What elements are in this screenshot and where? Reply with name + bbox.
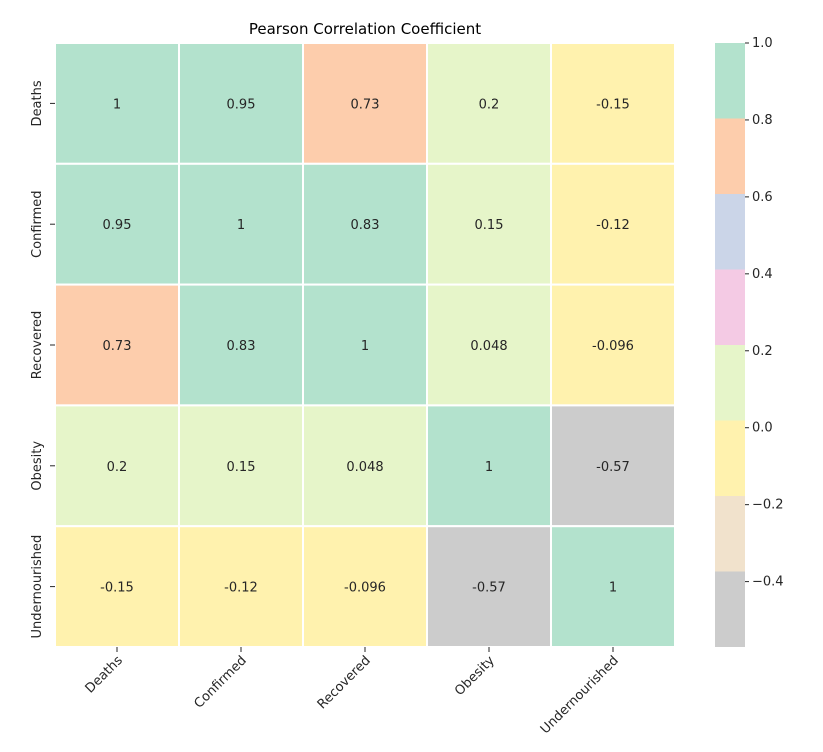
colorbar-tick-label: −0.2 [752, 498, 784, 513]
colorbar-tick-label: 0.2 [752, 344, 773, 359]
chart-title: Pearson Correlation Coefficient [249, 20, 481, 38]
y-tick-label: Deaths [30, 80, 45, 126]
colorbar-tick-label: 0.4 [752, 267, 773, 282]
y-tick-label: Recovered [30, 311, 45, 380]
x-tick-label: Obesity [452, 653, 498, 699]
x-tick-label: Undernourished [538, 653, 622, 737]
colorbar-segment [715, 118, 745, 194]
heatmap-cell-1-2 [302, 162, 428, 286]
x-tick-label: Deaths [83, 653, 126, 696]
cell-value-label: 0.15 [475, 218, 504, 233]
cell-value-label: 1 [609, 581, 617, 596]
heatmap-cell-3-2 [302, 404, 428, 528]
cell-value-label: 0.048 [346, 460, 383, 475]
cell-value-label: 0.2 [479, 97, 500, 112]
y-axis: Deaths Confirmed Recovered Obesity Undernour… [30, 80, 55, 638]
heatmap-cell-labels: 1 0.95 0.73 0.2 -0.15 0.95 1 0.83 0.15 -0.12 0.73 0… [100, 97, 634, 595]
cell-value-label: -0.57 [596, 460, 630, 475]
cell-value-label: 0.73 [103, 339, 132, 354]
colorbar-tick-label: 0.6 [752, 190, 773, 205]
cell-value-label: 0.95 [227, 97, 256, 112]
cell-value-label: 0.73 [351, 97, 380, 112]
cell-value-label: -0.12 [596, 218, 630, 233]
heatmap-cell-2-1 [178, 283, 304, 407]
colorbar-segment [715, 496, 745, 572]
cell-value-label: 0.2 [107, 460, 128, 475]
x-axis: Deaths Confirmed Recovered Obesity Undernour… [83, 647, 622, 737]
cell-value-label: 1 [485, 460, 493, 475]
cell-value-label: 0.95 [103, 218, 132, 233]
colorbar-segment [715, 571, 745, 647]
cell-value-label: -0.57 [472, 581, 506, 596]
colorbar-segment [715, 194, 745, 270]
cell-value-label: 1 [361, 339, 369, 354]
colorbar-tick-label: −0.4 [752, 575, 784, 590]
colorbar-tick-label: 0.8 [752, 113, 773, 128]
cell-value-label: -0.15 [596, 97, 630, 112]
colorbar-segment [715, 269, 745, 345]
colorbar-tick-label: 0.0 [752, 421, 773, 436]
y-tick-label: Confirmed [30, 190, 45, 258]
colorbar-segment [715, 420, 745, 496]
cell-value-label: -0.096 [592, 339, 634, 354]
cell-value-label: -0.096 [344, 581, 386, 596]
heatmap-cell-0-0 [54, 42, 180, 165]
cell-value-label: 0.83 [227, 339, 256, 354]
cell-value-label: 1 [237, 218, 245, 233]
heatmap-cells [54, 42, 676, 649]
heatmap-cell-4-0 [54, 525, 180, 649]
heatmap-cell-3-3 [426, 404, 552, 528]
cell-value-label: -0.12 [224, 581, 258, 596]
y-tick-label: Obesity [30, 441, 45, 491]
cell-value-label: 1 [113, 97, 121, 112]
cell-value-label: 0.15 [227, 460, 256, 475]
colorbar-segment [715, 43, 745, 119]
colorbar-tick-label: 1.0 [752, 36, 773, 51]
cell-value-label: 0.83 [351, 218, 380, 233]
heatmap-cell-4-2 [302, 525, 428, 649]
x-tick-label: Recovered [315, 653, 374, 712]
heatmap-cell-4-4 [550, 525, 676, 649]
colorbar: 1.0 0.8 0.6 0.4 0.2 0.0 −0.2 −0.4 [715, 36, 784, 647]
heatmap-cell-3-1 [178, 404, 304, 528]
heatmap-cell-0-2 [302, 42, 428, 165]
cell-value-label: 0.048 [470, 339, 507, 354]
x-tick-label: Confirmed [191, 653, 249, 711]
heatmap-cell-3-4 [550, 404, 676, 528]
heatmap-cell-0-1 [178, 42, 304, 165]
colorbar-segment [715, 345, 745, 421]
heatmap-cell-4-1 [178, 525, 304, 649]
heatmap-cell-1-4 [550, 162, 676, 286]
y-tick-label: Undernourished [30, 535, 45, 639]
heatmap-cell-2-3 [426, 283, 552, 407]
cell-value-label: -0.15 [100, 581, 134, 596]
